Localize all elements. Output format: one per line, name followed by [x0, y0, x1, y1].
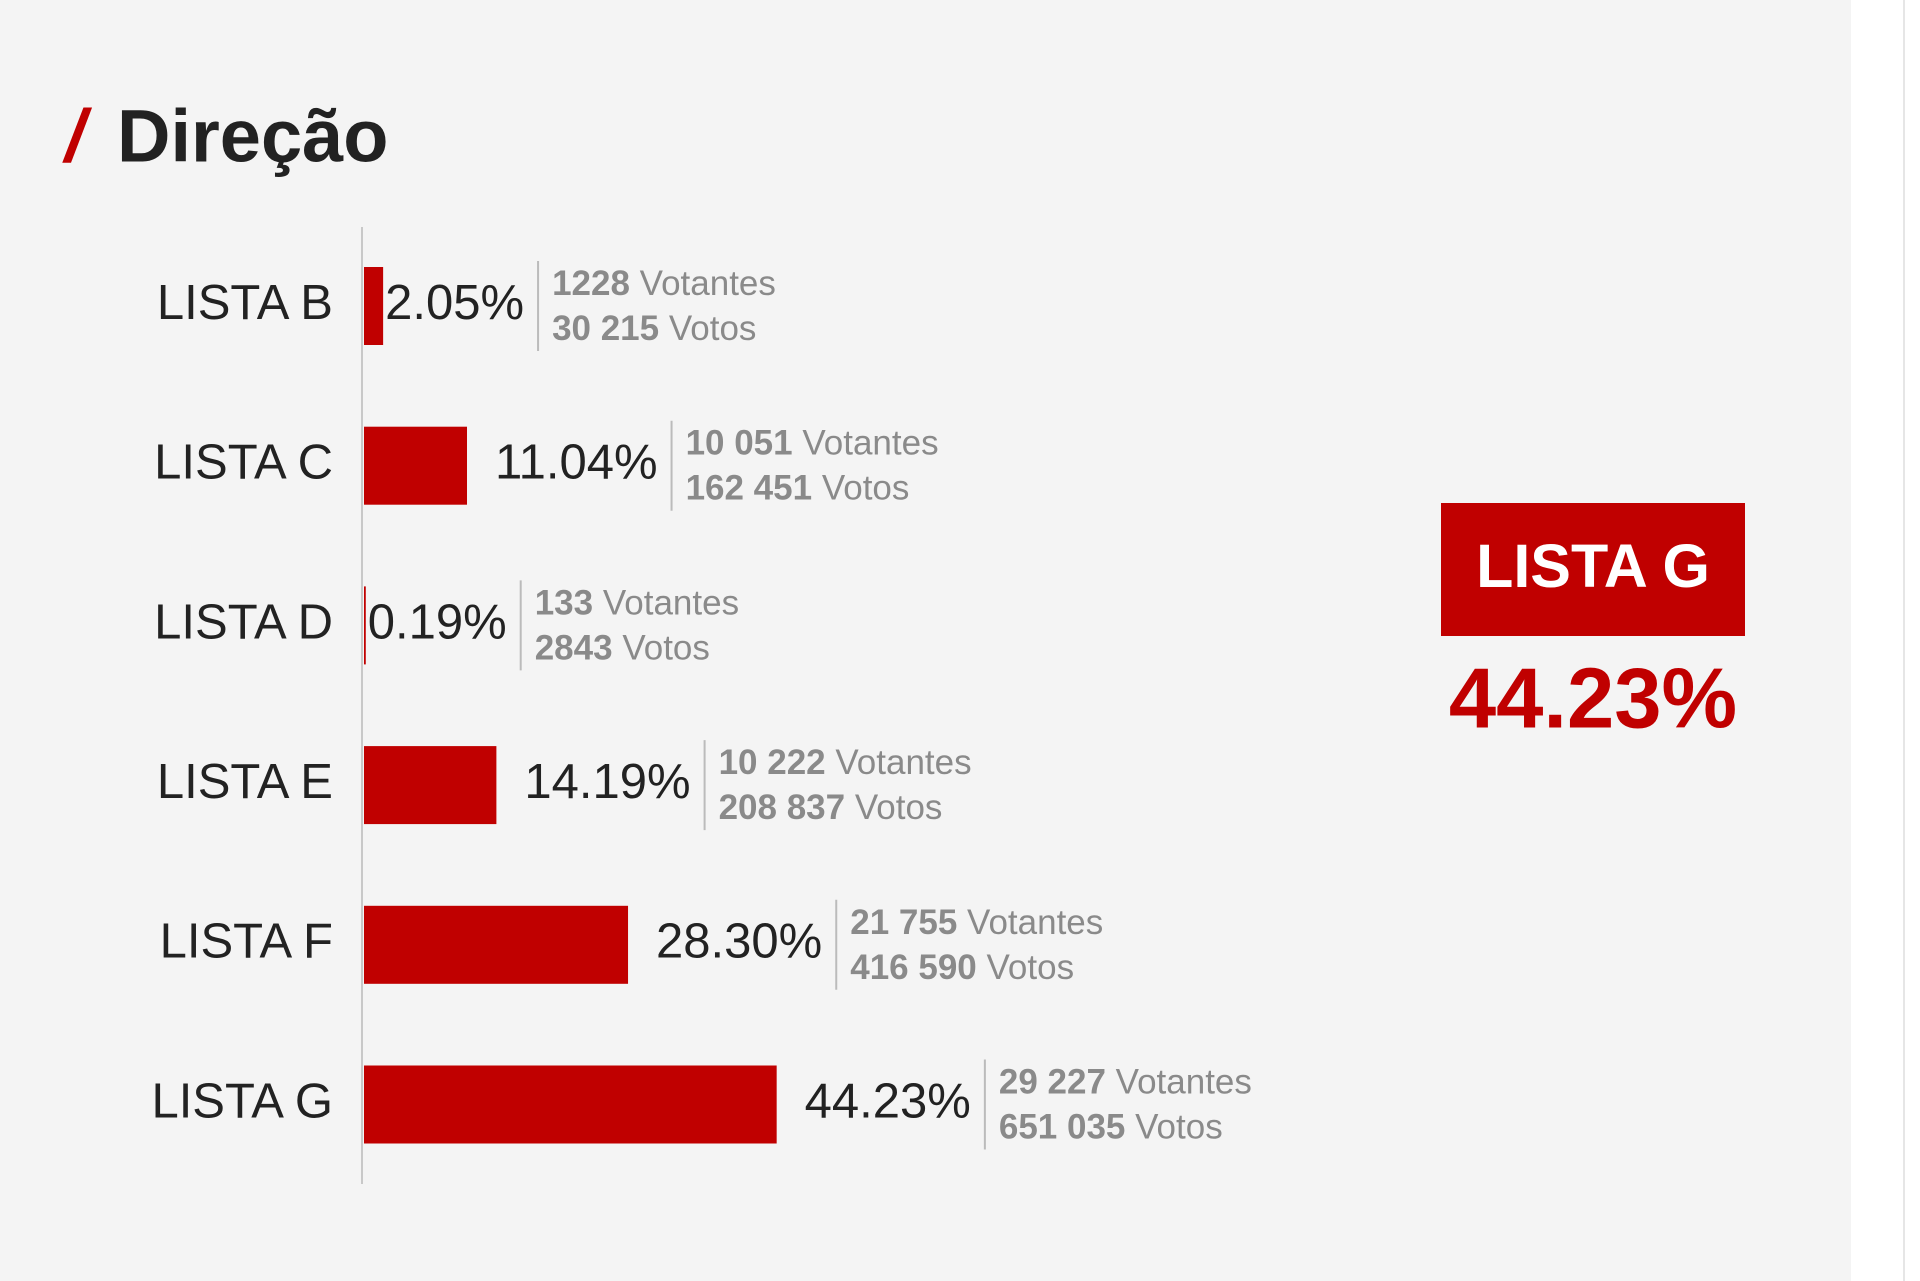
votos-unit: Votos	[855, 788, 943, 827]
chart-title: Direção	[117, 95, 388, 178]
votantes-text: 1228 Votantes	[552, 264, 776, 303]
votos-unit: Votos	[1135, 1108, 1223, 1147]
votantes-count: 10 222	[719, 743, 826, 782]
votos-text: 2843 Votos	[535, 629, 710, 668]
bar	[364, 586, 366, 665]
votos-text: 162 451 Votos	[686, 469, 910, 508]
votantes-count: 29 227	[999, 1063, 1106, 1102]
votantes-unit: Votantes	[802, 424, 938, 463]
votantes-text: 10 051 Votantes	[686, 424, 939, 463]
votos-count: 30 215	[552, 309, 659, 348]
category-label: LISTA C	[154, 436, 333, 490]
bar	[364, 746, 497, 825]
votantes-text: 133 Votantes	[535, 584, 739, 623]
votantes-text: 10 222 Votantes	[719, 743, 972, 782]
value-label: 44.23%	[805, 1074, 971, 1128]
votantes-text: 29 227 Votantes	[999, 1063, 1252, 1102]
winner-name: LISTA G	[1476, 532, 1710, 600]
votos-text: 208 837 Votos	[719, 788, 943, 827]
votos-text: 30 215 Votos	[552, 309, 756, 348]
value-label: 0.19%	[368, 595, 507, 649]
votos-count: 651 035	[999, 1108, 1126, 1147]
votos-count: 416 590	[850, 948, 977, 987]
votos-unit: Votos	[669, 309, 757, 348]
votos-unit: Votos	[987, 948, 1075, 987]
category-label: LISTA E	[157, 755, 333, 809]
value-label: 14.19%	[524, 755, 690, 809]
votos-text: 651 035 Votos	[999, 1108, 1223, 1147]
category-label: LISTA B	[157, 276, 333, 330]
votantes-unit: Votantes	[640, 264, 776, 303]
votos-count: 162 451	[686, 469, 813, 508]
bar	[364, 905, 629, 984]
votantes-count: 21 755	[850, 903, 957, 942]
votantes-unit: Votantes	[603, 584, 739, 623]
bar	[364, 426, 468, 505]
bar	[364, 267, 384, 345]
votos-text: 416 590 Votos	[850, 948, 1074, 987]
category-label: LISTA D	[154, 595, 333, 649]
value-label: 2.05%	[385, 276, 524, 330]
votantes-count: 10 051	[686, 424, 793, 463]
votantes-count: 1228	[552, 264, 630, 303]
votantes-count: 133	[535, 584, 593, 623]
category-label: LISTA G	[151, 1074, 333, 1128]
winner-value: 44.23%	[1449, 651, 1737, 746]
votos-count: 2843	[535, 629, 613, 668]
value-label: 11.04%	[495, 436, 658, 490]
value-label: 28.30%	[656, 915, 822, 969]
bar	[364, 1065, 777, 1144]
category-label: LISTA F	[160, 915, 333, 969]
votantes-unit: Votantes	[835, 743, 971, 782]
votantes-text: 21 755 Votantes	[850, 903, 1103, 942]
votantes-unit: Votantes	[967, 903, 1103, 942]
votos-count: 208 837	[719, 788, 846, 827]
panel-background	[0, 0, 1851, 1281]
votos-unit: Votos	[822, 469, 910, 508]
votos-unit: Votos	[622, 629, 710, 668]
votantes-unit: Votantes	[1116, 1063, 1252, 1102]
winner-box	[1441, 503, 1745, 636]
